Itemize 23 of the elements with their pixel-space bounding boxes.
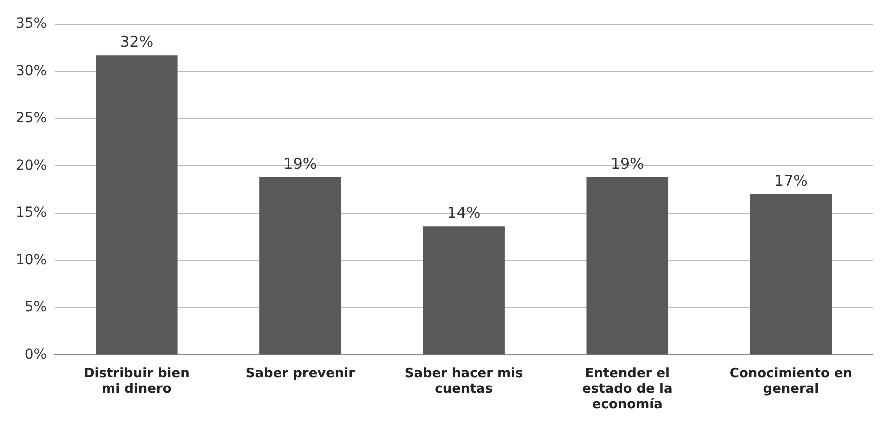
y-tick-label: 30% xyxy=(16,63,48,80)
data-label: 32% xyxy=(120,32,154,51)
bar xyxy=(586,178,669,355)
y-tick-label: 15% xyxy=(16,205,48,222)
data-label: 19% xyxy=(284,154,318,173)
y-tick-label: 5% xyxy=(24,300,48,316)
bar xyxy=(423,226,505,355)
data-label: 14% xyxy=(447,204,481,222)
x-tick-label: Saber hacer mis cuentas xyxy=(404,366,524,397)
bar xyxy=(96,56,178,355)
data-label: 19% xyxy=(610,154,644,173)
bar xyxy=(750,194,832,355)
y-tick-label: 20% xyxy=(16,158,48,174)
y-tick-label: 25% xyxy=(16,110,48,127)
bar xyxy=(260,178,342,355)
y-tick-label: 0% xyxy=(24,346,48,363)
y-tick-label: 10% xyxy=(16,252,48,268)
x-tick-label: Saber prevenir xyxy=(246,366,356,382)
y-tick-label: 35% xyxy=(16,16,48,32)
data-label: 17% xyxy=(774,172,808,190)
x-tick-label: Conocimiento en general xyxy=(730,366,853,397)
x-tick-label: Distribuir bien mi dinero xyxy=(84,366,190,397)
x-tick-label: Entender el estado de la economía xyxy=(582,366,673,413)
